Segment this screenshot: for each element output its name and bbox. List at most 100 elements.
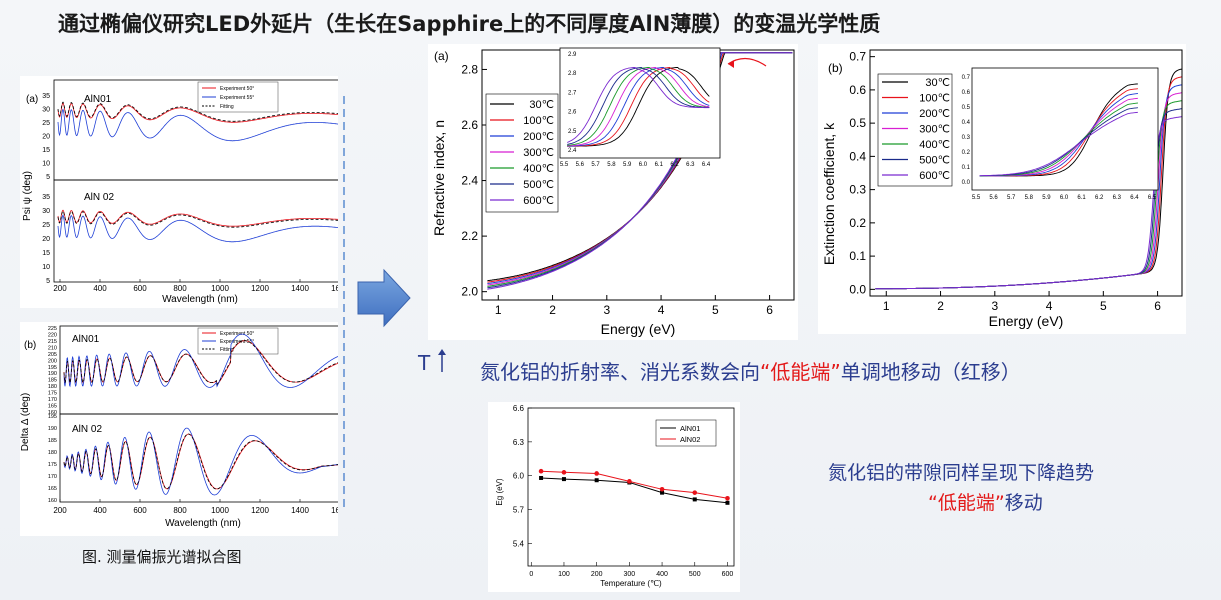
eg-point-AlN01-100 xyxy=(561,477,566,482)
delta-sample2-label: AlN 02 xyxy=(72,424,102,435)
k-y-tick-label: 0.0 xyxy=(849,282,866,296)
n-inset-x-tick: 6.1 xyxy=(655,162,664,168)
k-x-tick-label: 4 xyxy=(1046,299,1053,313)
legend-a-item-3: Fitting xyxy=(220,104,234,110)
conclusion1-suffix: 单调地移动（红移） xyxy=(840,360,1021,384)
n-legend-label: 400℃ xyxy=(523,163,554,175)
delta-y-tick-top: 205 xyxy=(48,352,57,358)
eg-x-tick-label: 500 xyxy=(689,571,701,578)
right-arrow-icon xyxy=(357,268,411,328)
n-inset-curve-100℃ xyxy=(567,67,710,147)
n-inset-curve-300℃ xyxy=(567,67,710,147)
psi-y-tick-top: 10 xyxy=(42,161,50,168)
k-legend-label: 300℃ xyxy=(919,124,950,136)
figure-caption: 图. 测量偏振光谱拟合图 xyxy=(82,548,242,566)
delta-y-tick-top: 175 xyxy=(48,391,57,397)
eg-series xyxy=(538,468,730,505)
k-y-tick-label: 0.6 xyxy=(849,83,866,97)
k-inset-x-tick: 6.4 xyxy=(1130,195,1139,201)
n-x-tick-label: 1 xyxy=(495,303,502,317)
n-inset: 5.5 5.6 5.7 5.8 5.9 6.0 6.1 6.2 6.3 6.4 2.4 2.5 2.6… xyxy=(559,47,721,168)
n-inset-x-tick: 6.0 xyxy=(639,162,648,168)
k-inset-x-tick: 6.0 xyxy=(1060,195,1069,201)
delta-x-tick-label: 800 xyxy=(173,506,187,515)
delta-legend: Experiment 50° Experiment 55° Fitting xyxy=(197,327,279,355)
k-y-tick-label: 0.1 xyxy=(849,249,866,263)
delta-y-tick-top: 220 xyxy=(48,332,57,338)
delta-x-tick-label: 400 xyxy=(93,506,107,515)
k-legend-label: 100℃ xyxy=(919,93,950,105)
k-y-tick-label: 0.7 xyxy=(849,50,866,64)
n-legend-label: 100℃ xyxy=(523,115,554,127)
k-legend-label: 200℃ xyxy=(919,108,950,120)
n-xlabel: Energy (eV) xyxy=(601,321,676,337)
n-legend-label: 600℃ xyxy=(523,195,554,207)
delta-top-curve-3 xyxy=(63,340,338,386)
n-x-tick-label: 4 xyxy=(658,303,665,317)
eg-point-AlN01-400 xyxy=(660,490,665,495)
n-inset-curve-600℃ xyxy=(567,66,710,143)
eg-point-AlN02-500 xyxy=(692,490,698,495)
n-inset-y-tick: 2.8 xyxy=(568,71,577,77)
n-inset-y-ticks: 2.4 2.5 2.6 2.7 2.8 2.9 xyxy=(568,52,577,154)
eg-ylabel: Eg (eV) xyxy=(495,478,504,505)
k-inset-x-tick: 5.5 xyxy=(972,195,981,201)
n-inset-x-tick: 5.9 xyxy=(623,162,632,168)
conclusion-refractive: 氮化铝的折射率、消光系数会向“低能端”单调地移动（红移） xyxy=(480,356,1021,385)
eg-point-AlN01-200 xyxy=(594,478,599,483)
n-y-tick-label: 2.2 xyxy=(461,229,478,243)
n-y-tick-label: 2.4 xyxy=(461,174,478,188)
psi-y-tick-top: 35 xyxy=(42,93,50,100)
n-x-tick-label: 2 xyxy=(549,303,556,317)
k-inset-x-tick: 5.7 xyxy=(1007,195,1016,201)
eg-point-AlN02-600 xyxy=(725,495,730,501)
eg-point-AlN02-400 xyxy=(659,486,665,492)
delta-bottom-curve-3 xyxy=(63,433,338,490)
k-inset-y-tick: 0.5 xyxy=(962,105,971,111)
k-plot-frame xyxy=(869,49,1183,297)
k-legend-label: 400℃ xyxy=(919,139,950,151)
psi-legend: Experiment 50° Experiment 55° Fitting xyxy=(197,81,279,113)
psi-y-tick-bottom: 35 xyxy=(42,194,50,201)
eg-y-tick-label: 6.6 xyxy=(513,404,525,413)
k-x-tick-label: 3 xyxy=(991,299,998,313)
delta-y-tick-bottom: 175 xyxy=(48,462,57,468)
k-inset-y-tick: 0.7 xyxy=(962,75,971,81)
k-inset-y-tick: 0.4 xyxy=(962,120,971,126)
eg-y-tick-label: 5.7 xyxy=(513,506,525,515)
psi-x-tick-label: 200 xyxy=(53,284,67,293)
delta-y-tick-top: 170 xyxy=(48,397,57,403)
k-ylabel: Extinction coefficient, k xyxy=(821,122,837,265)
conclusion-bandgap-line2: “低能端”移动 xyxy=(928,488,1043,515)
sample2-label: AlN 02 xyxy=(84,192,114,203)
n-inset-y-tick: 2.6 xyxy=(568,110,577,116)
k-x-ticks: 1 2 3 4 5 6 xyxy=(883,291,1161,313)
psi-y-tick-top: 15 xyxy=(42,147,50,154)
legend-a-item-1: Experiment 50° xyxy=(220,86,254,92)
delta-y-tick-bottom: 180 xyxy=(48,450,57,456)
eg-line-AlN01 xyxy=(541,477,728,504)
temperature-arrow: T xyxy=(418,348,447,375)
n-inset-x-tick: 6.3 xyxy=(686,162,695,168)
k-inset-y-tick: 0.1 xyxy=(962,165,971,171)
n-inset-x-tick: 6.4 xyxy=(702,162,711,168)
up-arrow-icon xyxy=(437,349,446,372)
k-x-tick-label: 2 xyxy=(937,299,944,313)
psi-x-tick-label: 1400 xyxy=(291,284,309,293)
delta-y-tick-top: 225 xyxy=(48,326,57,332)
psi-ylabel: Psi ψ (deg) xyxy=(22,171,33,221)
n-inset-curves xyxy=(567,66,710,147)
eg-point-AlN01-600 xyxy=(725,500,730,505)
psi-curve-2 xyxy=(57,108,338,142)
k-inset-y-tick: 0.6 xyxy=(962,90,971,96)
eg-x-ticks: 0 100 200 300 400 500 600 xyxy=(529,562,733,578)
temperature-label: T xyxy=(418,351,431,375)
n-y-ticks: 2.0 2.2 2.4 2.6 2.8 xyxy=(461,62,487,299)
psi-y-tick-bottom: 10 xyxy=(42,264,50,271)
eg-point-AlN01-500 xyxy=(692,497,697,502)
k-inset-curve-600℃ xyxy=(979,111,1138,177)
psi-y-tick-top: 25 xyxy=(42,120,50,127)
n-curve-600℃ xyxy=(487,52,793,290)
k-inset-x-tick: 6.3 xyxy=(1113,195,1122,201)
eg-x-tick-label: 200 xyxy=(591,571,603,578)
